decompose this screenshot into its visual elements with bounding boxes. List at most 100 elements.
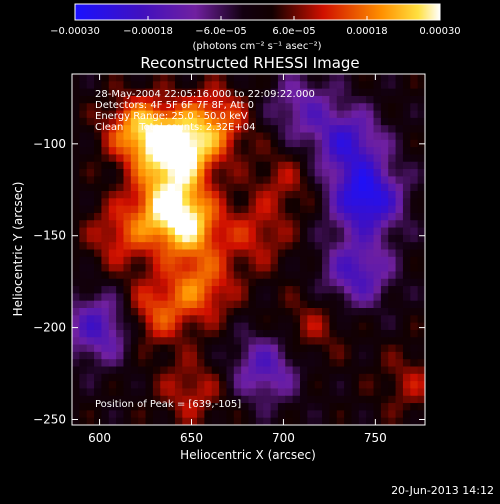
heatmap-cell [79,278,88,287]
heatmap-cell [366,293,375,302]
heatmap-cell [358,95,367,104]
heatmap-cell [189,117,198,126]
heatmap-cell [410,249,419,258]
y-tick-label: −150 [33,229,66,243]
heatmap-cell [329,395,338,404]
heatmap-cell [197,220,205,229]
heatmap-cell [160,322,169,331]
heatmap-cell [174,300,183,309]
heatmap-cell [189,308,198,316]
heatmap-cell [94,249,103,258]
heatmap-cell [410,110,419,119]
heatmap-cell [145,169,154,177]
heatmap-cell [211,125,220,134]
heatmap-cell [351,242,360,251]
heatmap-cell [329,300,338,309]
heatmap-cell [138,103,147,112]
heatmap-cell [138,176,147,185]
heatmap-cell [233,286,242,294]
heatmap-cell [189,74,198,82]
heatmap-cell [189,264,198,273]
heatmap-cell [329,227,338,236]
heatmap-cell [204,74,213,82]
heatmap-cell [263,249,272,258]
heatmap-cell [108,161,117,170]
heatmap-cell [160,403,169,411]
heatmap-cell [138,329,147,338]
heatmap-cell [255,271,264,280]
heatmap-cell [322,344,330,353]
heatmap-cell [167,154,176,163]
heatmap-cell [182,256,191,265]
heatmap-cell [79,373,88,382]
heatmap-cell [388,220,397,229]
heatmap-cell [86,74,95,82]
heatmap-cell [299,220,308,229]
heatmap-cell [79,139,88,148]
heatmap-cell [226,286,235,294]
heatmap-cell [189,88,198,97]
heatmap-cell [79,403,88,411]
heatmap-cell [351,286,360,294]
heatmap-cell [402,205,411,214]
heatmap-cell [108,322,117,331]
heatmap-cell [167,125,176,134]
heatmap-cell [241,286,250,294]
heatmap-cell [211,234,220,243]
heatmap-cell [174,169,183,177]
heatmap-cell [219,410,228,419]
heatmap-cell [402,183,411,192]
heatmap-cell [108,388,117,397]
heatmap-cell [277,95,286,104]
heatmap-cell [344,161,353,170]
heatmap-cell [233,191,242,199]
heatmap-cell [167,147,176,156]
heatmap-cell [402,227,411,236]
heatmap-cell [182,110,191,119]
heatmap-cell [226,132,235,141]
heatmap-cell [138,198,147,207]
heatmap-cell [336,147,345,156]
heatmap-cell [314,234,323,243]
heatmap-cell [86,117,95,126]
heatmap-cell [270,132,279,141]
heatmap-cell [358,395,367,404]
heatmap-cell [388,249,397,258]
heatmap-cell [373,308,382,316]
heatmap-cell [255,359,264,368]
heatmap-cell [94,417,103,425]
heatmap-cell [277,410,286,419]
heatmap-cell [219,139,228,148]
heatmap-cell [197,410,205,419]
heatmap-cell [101,344,110,353]
heatmap-cell [226,88,235,97]
heatmap-cell [182,315,191,324]
heatmap-cell [380,81,389,90]
heatmap-cell [219,154,228,163]
heatmap-cell [344,351,353,360]
heatmap-cell [138,366,147,375]
heatmap-cell [285,205,294,214]
heatmap-cell [182,337,191,346]
heatmap-cell [226,198,235,207]
heatmap-cell [101,410,110,419]
heatmap-cell [204,110,213,119]
heatmap-cell [233,388,242,397]
heatmap-cell [116,337,125,346]
heatmap-cell [108,154,117,163]
heatmap-cell [402,220,411,229]
heatmap-cell [299,132,308,141]
heatmap-cell [285,388,294,397]
heatmap-cell [380,220,389,229]
heatmap-cell [270,300,279,309]
heatmap-cell [211,147,220,156]
heatmap-cell [160,147,169,156]
heatmap-cell [248,366,257,375]
heatmap-cell [277,381,286,390]
heatmap-cell [152,147,161,156]
heatmap-cell [86,125,95,134]
heatmap-cell [86,147,95,156]
heatmap-cell [160,308,169,316]
heatmap-cell [358,198,367,207]
heatmap-cell [395,205,404,214]
